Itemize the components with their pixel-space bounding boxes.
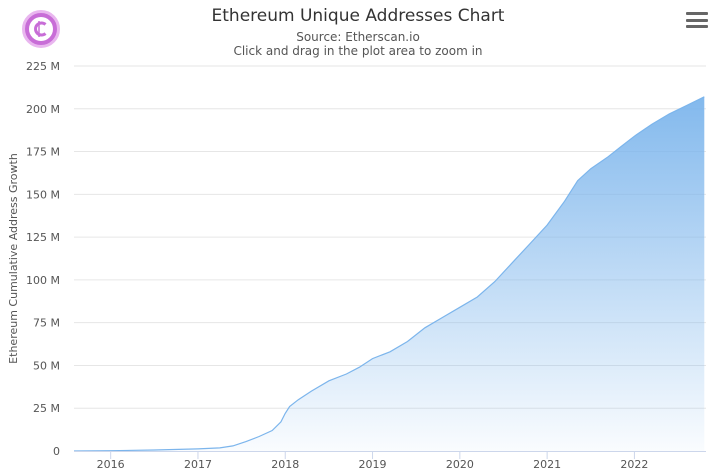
y-tick-label: 50 M (33, 359, 60, 372)
chart-title: Ethereum Unique Addresses Chart (211, 6, 505, 26)
hamburger-menu-icon[interactable] (686, 10, 708, 30)
x-tick-label: 2017 (184, 458, 212, 471)
x-tick-label: 2019 (359, 458, 387, 471)
y-tick-label: 225 M (26, 60, 60, 73)
series-line (73, 96, 705, 452)
area-fill (74, 96, 705, 452)
y-tick-label: 150 M (26, 188, 60, 201)
y-tick-label: 75 M (33, 317, 60, 330)
y-tick-label: 200 M (26, 103, 60, 116)
y-tick-label: 25 M (33, 402, 60, 415)
x-tick-label: 2021 (533, 458, 561, 471)
y-tick-label: 125 M (26, 231, 60, 244)
zoom-hint: Click and drag in the plot area to zoom … (233, 44, 483, 58)
y-axis-title: Ethereum Cumulative Address Growth (7, 153, 20, 364)
y-tick-label: 175 M (26, 146, 60, 159)
x-tick-label: 2016 (97, 458, 125, 471)
c-coin-logo-icon (22, 10, 60, 48)
y-tick-label: 100 M (26, 274, 60, 287)
x-tick-label: 2020 (446, 458, 474, 471)
chart-source: Source: Etherscan.io (296, 30, 420, 44)
x-tick-label: 2018 (271, 458, 299, 471)
y-tick-label: 0 (53, 445, 60, 458)
x-tick-label: 2022 (620, 458, 648, 471)
